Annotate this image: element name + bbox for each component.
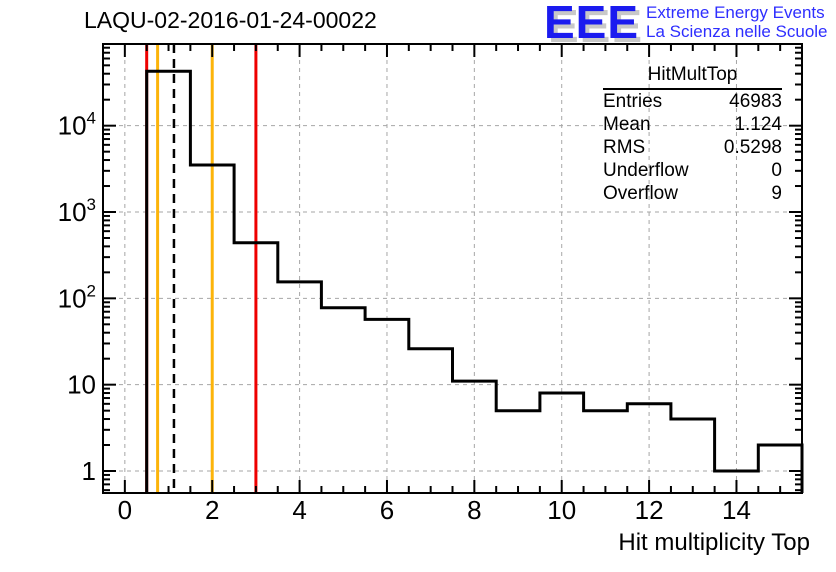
eee-logo-line2: La Scienza nelle Scuole bbox=[646, 22, 828, 41]
axis-ticks bbox=[103, 44, 802, 493]
stats-label: Mean bbox=[603, 114, 651, 135]
x-tick-label: 0 bbox=[118, 495, 132, 525]
stats-box: HitMultTop Entries 46983 Mean 1.124 RMS 0.529… bbox=[603, 64, 782, 205]
stats-row-mean: Mean 1.124 bbox=[603, 113, 782, 136]
x-tick-label: 10 bbox=[547, 495, 576, 525]
stats-label: Entries bbox=[603, 91, 663, 112]
stats-label: Overflow bbox=[603, 183, 678, 204]
y-tick-label: 104 bbox=[58, 109, 96, 141]
stats-value: 1.124 bbox=[734, 114, 782, 135]
x-tick-label: 4 bbox=[292, 495, 306, 525]
x-tick-label: 6 bbox=[380, 495, 394, 525]
stats-row-underflow: Underflow 0 bbox=[603, 159, 782, 182]
stats-row-rms: RMS 0.5298 bbox=[603, 136, 782, 159]
eee-logo-acronym: EEE bbox=[544, 0, 640, 48]
stats-row-overflow: Overflow 9 bbox=[603, 182, 782, 205]
stats-label: Underflow bbox=[603, 160, 689, 181]
x-tick-label: 12 bbox=[635, 495, 664, 525]
y-tick-label: 103 bbox=[58, 195, 96, 227]
stats-row-entries: Entries 46983 bbox=[603, 90, 782, 113]
x-axis-title: Hit multiplicity Top bbox=[618, 529, 810, 556]
eee-logo-line1: Extreme Energy Events bbox=[646, 3, 825, 22]
stats-label: RMS bbox=[603, 137, 646, 158]
y-tick-label: 10 bbox=[67, 370, 96, 400]
stats-value: 46983 bbox=[729, 91, 782, 112]
y-tick-label: 1 bbox=[82, 456, 96, 486]
eee-logo: EEE Extreme Energy Events La Scienza nel… bbox=[544, 0, 828, 48]
x-axis-labels: 0 2 4 6 8 10 12 14 bbox=[118, 495, 751, 525]
y-axis-labels: 1 10 102 103 104 bbox=[58, 109, 96, 486]
plot-title: LAQU-02-2016-01-24-00022 bbox=[84, 7, 377, 33]
x-tick-label: 14 bbox=[722, 495, 751, 525]
stats-value: 0 bbox=[771, 160, 782, 181]
stats-value: 9 bbox=[771, 183, 782, 204]
histogram-line bbox=[145, 69, 804, 493]
eee-logo-text: Extreme Energy Events La Scienza nelle S… bbox=[646, 3, 827, 41]
x-tick-label: 8 bbox=[467, 495, 481, 525]
x-tick-label: 2 bbox=[205, 495, 219, 525]
y-tick-label: 102 bbox=[58, 281, 96, 313]
stats-value: 0.5298 bbox=[723, 137, 782, 158]
stats-box-title: HitMultTop bbox=[603, 64, 782, 90]
